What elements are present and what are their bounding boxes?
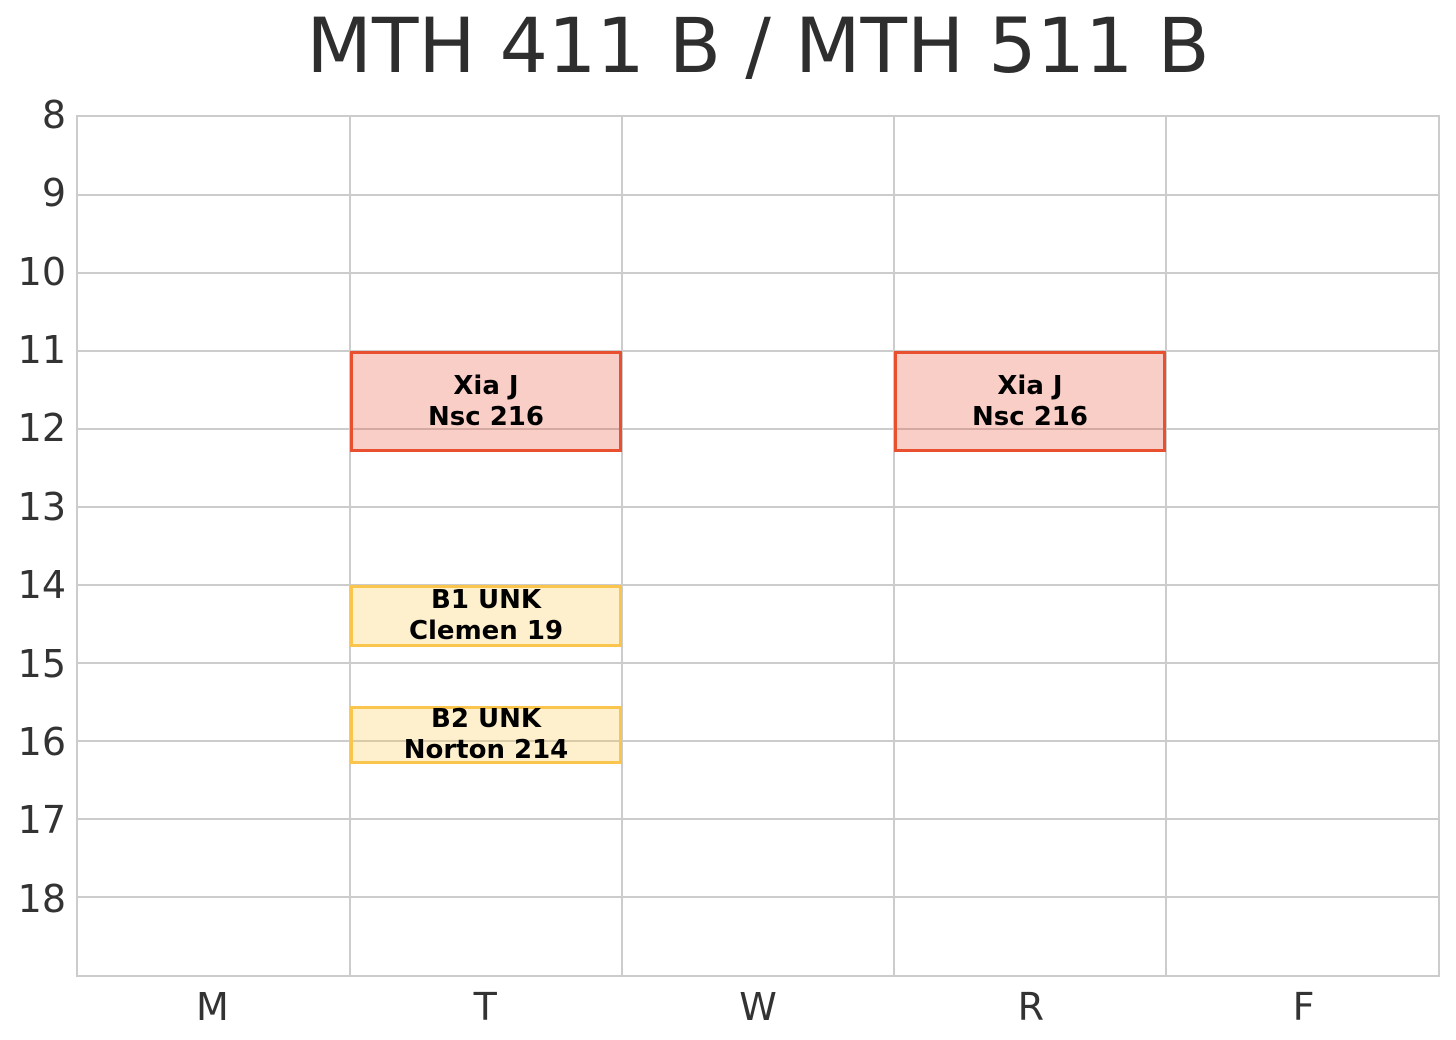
x-tick-label-T: T [473,985,497,1029]
event-title: B1 UNK [431,585,541,616]
gridline-hour-11 [78,350,1438,352]
gridline-hour-10 [78,272,1438,274]
gridline-day-T [349,117,351,975]
gridline-day-R [893,117,895,975]
y-tick-label-15: 15 [17,641,66,686]
x-tick-label-M: M [196,985,229,1029]
x-tick-label-F: F [1292,985,1315,1029]
event-location: Nsc 216 [972,401,1088,432]
plot-area: Xia J Nsc 216 Xia J Nsc 216 B1 UNK Clemen 19 B… [76,115,1440,977]
event-location: Nsc 216 [428,401,544,432]
x-tick-label-R: R [1017,985,1044,1029]
y-tick-label-13: 13 [17,484,66,529]
y-tick-label-16: 16 [17,719,66,764]
event-block-T-xia-j: Xia J Nsc 216 [350,351,622,453]
gridline-hour-18 [78,896,1438,898]
y-tick-label-17: 17 [17,798,66,843]
event-block-R-xia-j: Xia J Nsc 216 [894,351,1166,453]
gridline-hour-12 [78,428,1438,430]
event-title: B2 UNK [431,704,541,735]
gridline-hour-16 [78,740,1438,742]
gridline-day-W [621,117,623,975]
gridline-hour-14 [78,584,1438,586]
y-tick-label-14: 14 [17,563,66,608]
event-block-T-b2-unk: B2 UNK Norton 214 [350,704,622,766]
gridline-hour-9 [78,194,1438,196]
chart-title: MTH 411 B / MTH 511 B [306,1,1210,90]
event-title: Xia J [453,370,519,401]
y-tick-label-18: 18 [17,876,66,921]
gridline-hour-15 [78,662,1438,664]
x-tick-label-W: W [739,985,777,1029]
y-tick-label-11: 11 [17,328,66,373]
y-tick-label-12: 12 [17,406,66,451]
gridline-hour-17 [78,818,1438,820]
y-tick-label-10: 10 [17,249,66,294]
gridline-day-F [1165,117,1167,975]
y-tick-label-8: 8 [41,93,66,137]
event-title: Xia J [997,370,1063,401]
event-location: Norton 214 [403,735,569,766]
event-location: Clemen 19 [408,616,564,647]
gridline-hour-13 [78,506,1438,508]
event-block-T-b1-unk: B1 UNK Clemen 19 [350,585,622,648]
y-tick-label-9: 9 [41,171,66,216]
